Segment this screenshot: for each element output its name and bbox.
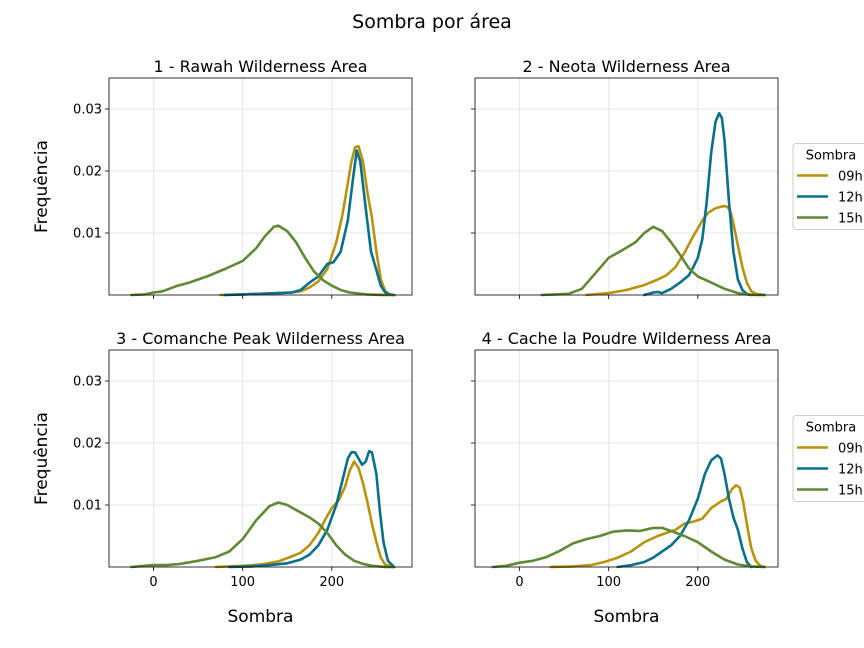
series-line-12h: [223, 149, 396, 297]
series-line-15h: [130, 224, 396, 297]
legend-frame: [792, 143, 864, 230]
panel-title: 3 - Comanche Peak Wilderness Area: [116, 329, 405, 348]
y-tick-label: 0.02: [73, 437, 102, 452]
panel-frame: [108, 77, 413, 296]
panel-title: 2 - Neota Wilderness Area: [522, 57, 730, 76]
panels: 0.01 0.02 0.03 1 - Rawah Wilderness Area Fre…: [32, 57, 779, 627]
panel-frame: [108, 349, 413, 568]
series-line-15h: [540, 225, 766, 297]
x-axis-label: Sombra: [594, 607, 660, 627]
panel-frame: [474, 77, 779, 296]
y-axis-label: Frequência: [32, 140, 52, 233]
series-line-12h: [228, 449, 396, 569]
series-line-15h: [130, 501, 396, 569]
x-axis-label: Sombra: [228, 607, 294, 627]
legend-2: Sombra 09h 12h 15h: [792, 415, 864, 502]
x-tick-label: 200: [319, 575, 344, 590]
x-tick-label: 0: [515, 575, 523, 590]
y-tick-label: 0.03: [73, 103, 102, 118]
x-tick-label: 200: [685, 575, 710, 590]
legend-label: 09h: [838, 442, 863, 457]
chart-suptitle: Sombra por área: [352, 11, 512, 33]
panel-title: 4 - Cache la Poudre Wilderness Area: [482, 329, 772, 348]
y-tick-label: 0.01: [73, 499, 102, 514]
x-tick-label: 100: [230, 575, 255, 590]
legend-1: Sombra 09h 12h 15h: [792, 143, 864, 230]
panel-3: 0 100 200 0.01 0.02 0.03 3 - Comanche Peak Wil…: [32, 329, 413, 627]
y-tick-label: 0.03: [73, 375, 102, 390]
legend-label: 12h: [838, 191, 863, 206]
series-line-09h: [549, 483, 766, 569]
panel-frame: [474, 349, 779, 568]
x-tick-label: 0: [149, 575, 157, 590]
legend-label: 12h: [838, 463, 863, 478]
x-tick-label: 100: [596, 575, 621, 590]
y-tick-label: 0.01: [73, 227, 102, 242]
series-line-09h: [585, 205, 766, 297]
y-axis-label: Frequência: [32, 412, 52, 505]
panel-4: 0 100 200 4 - Cache la Poudre Wilderness Ar…: [471, 329, 779, 627]
legend-label: 15h: [838, 484, 863, 499]
legends: Sombra 09h 12h 15h Sombra 09h 12h 15h: [792, 143, 864, 502]
legend-title: Sombra: [806, 149, 856, 164]
legend-title: Sombra: [806, 421, 856, 436]
legend-label: 15h: [838, 212, 863, 227]
legend-frame: [792, 415, 864, 502]
panel-1: 0.01 0.02 0.03 1 - Rawah Wilderness Area Fre…: [32, 57, 413, 299]
series-line-09h: [214, 460, 394, 569]
panel-2: 2 - Neota Wilderness Area: [471, 57, 779, 299]
panel-title: 1 - Rawah Wilderness Area: [153, 57, 367, 76]
series-line-12h: [642, 112, 753, 297]
legend-label: 09h: [838, 170, 863, 185]
series-line-15h: [491, 526, 766, 569]
y-tick-label: 0.02: [73, 165, 102, 180]
series-line-12h: [616, 454, 753, 569]
